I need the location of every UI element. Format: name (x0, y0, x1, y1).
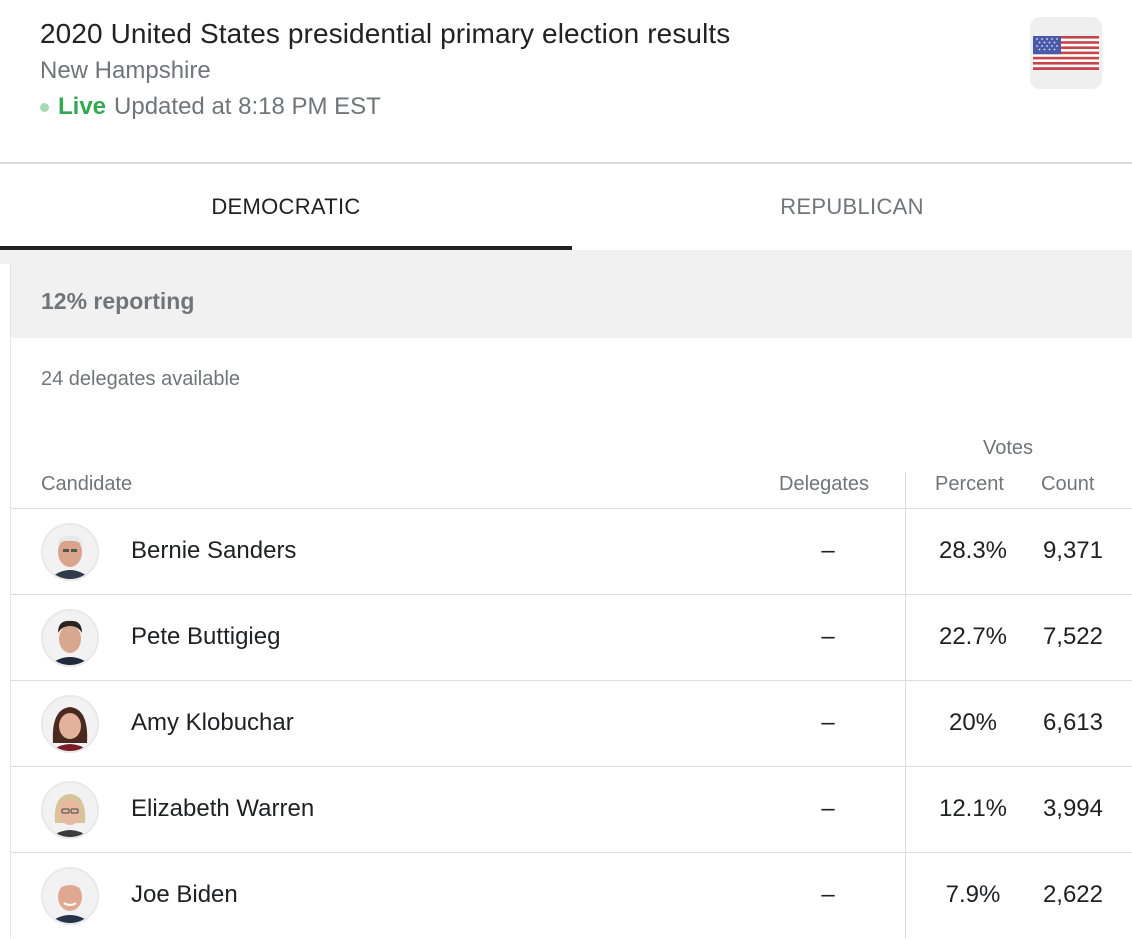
table-row[interactable]: Joe Biden – 7.9% 2,622 (11, 853, 1132, 939)
candidate-delegates: – (821, 795, 835, 822)
row-divider (11, 680, 1132, 681)
avatar (41, 695, 99, 753)
count-column-header: Count (1041, 473, 1095, 495)
votes-column-group-header: Votes (983, 437, 1034, 459)
live-status: Live Updated at 8:18 PM EST (40, 93, 381, 121)
reporting-status: 12% reporting (41, 288, 195, 314)
results-header: 2020 United States presidential primary … (0, 0, 1132, 162)
delegates-column-header: Delegates (779, 473, 870, 495)
avatar (41, 867, 99, 925)
tab-republican[interactable]: REPUBLICAN (780, 194, 924, 219)
candidate-count: 7,522 (1042, 623, 1103, 650)
delegates-available: 24 delegates available (41, 368, 241, 390)
live-label: Live (58, 93, 107, 120)
avatar (41, 609, 99, 667)
tab-panel-gutter (0, 250, 1132, 264)
reporting-bar: 12% reporting (11, 264, 1132, 338)
candidate-delegates: – (821, 709, 835, 736)
results-card: 12% reporting 24 delegates available Vot… (10, 264, 1132, 938)
candidate-name: Joe Biden (131, 881, 238, 908)
candidate-count: 6,613 (1042, 709, 1103, 736)
candidate-column-header: Candidate (41, 473, 133, 495)
party-tabs: DEMOCRATIC REPUBLICAN (0, 164, 1132, 250)
candidate-percent: 28.3% (938, 537, 1008, 564)
candidate-percent: 22.7% (938, 623, 1008, 650)
avatar (41, 781, 99, 839)
percent-column-header: Percent (935, 473, 1004, 495)
page-title: 2020 United States presidential primary … (40, 18, 731, 49)
row-divider (11, 852, 1132, 853)
candidate-count: 9,371 (1042, 537, 1103, 564)
live-dot-icon (40, 102, 49, 112)
candidate-delegates: – (821, 537, 835, 564)
table-row[interactable]: Pete Buttigieg – 22.7% 7,522 (11, 595, 1132, 681)
candidate-name: Elizabeth Warren (131, 795, 315, 822)
candidate-count: 2,622 (1042, 881, 1103, 908)
candidate-name: Pete Buttigieg (131, 623, 281, 650)
table-row[interactable]: Amy Klobuchar – 20% 6,613 (11, 681, 1132, 767)
row-divider (11, 508, 1132, 509)
row-divider (11, 766, 1132, 767)
candidate-name: Amy Klobuchar (131, 709, 294, 736)
candidate-name: Bernie Sanders (131, 537, 297, 564)
table-row[interactable]: Bernie Sanders – 28.3% 9,371 (11, 509, 1132, 595)
row-divider (11, 594, 1132, 595)
tab-democratic[interactable]: DEMOCRATIC (0, 164, 572, 250)
candidate-count: 3,994 (1042, 795, 1103, 822)
candidate-delegates: – (821, 623, 835, 650)
candidate-percent: 20% (948, 709, 998, 736)
us-flag-icon (1030, 17, 1102, 89)
updated-time: Updated at 8:18 PM EST (114, 93, 381, 120)
avatar (41, 523, 99, 581)
header-divider (0, 162, 1132, 164)
candidate-percent: 12.1% (938, 795, 1008, 822)
votes-column-divider (905, 472, 906, 938)
table-row[interactable]: Elizabeth Warren – 12.1% 3,994 (11, 767, 1132, 853)
state-subtitle: New Hampshire (40, 57, 211, 84)
candidate-delegates: – (821, 881, 835, 908)
candidate-percent: 7.9% (945, 881, 1001, 908)
